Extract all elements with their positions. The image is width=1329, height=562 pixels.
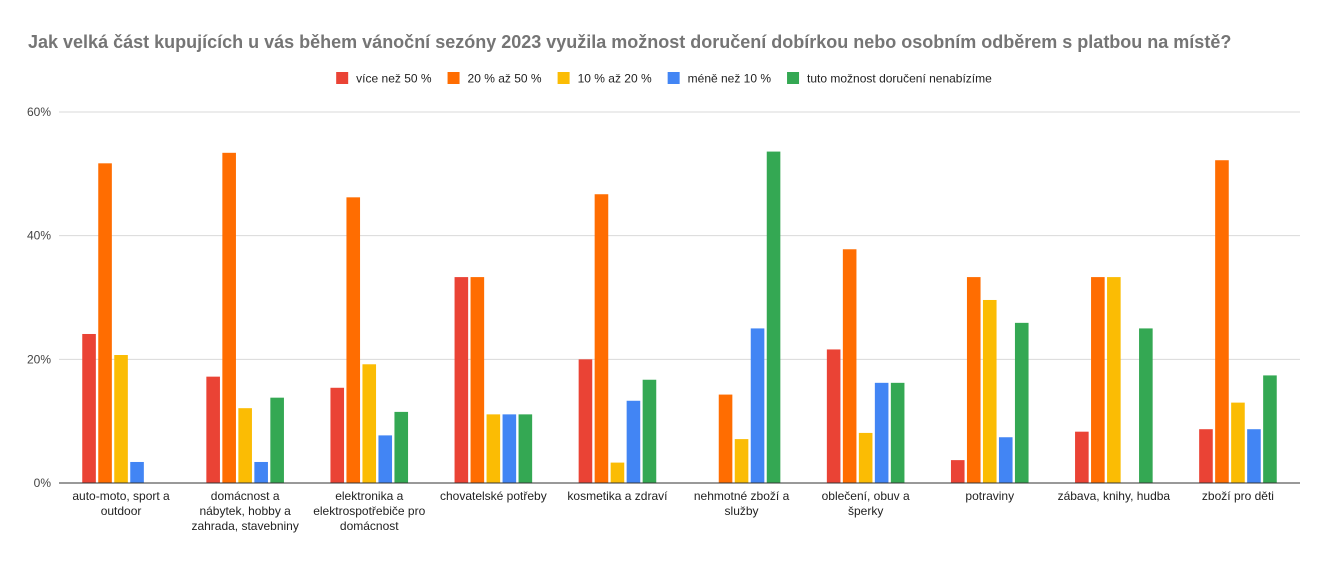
- x-tick-label: elektronika a elektrospotřebiče pro domácn…: [313, 489, 425, 533]
- legend-item: méně než 10 %: [667, 72, 772, 86]
- bar: [206, 376, 220, 483]
- bar: [1231, 402, 1245, 483]
- legend-label: 20 % až 50 %: [468, 72, 542, 86]
- y-tick-label: 0%: [34, 476, 52, 490]
- bar: [998, 437, 1013, 483]
- bar: [842, 249, 857, 483]
- bar: [626, 400, 641, 483]
- bar: [966, 277, 981, 483]
- bar: [1107, 277, 1121, 483]
- bar: [874, 382, 889, 483]
- legend-item: 10 % až 20 %: [557, 72, 652, 86]
- x-tick-label: zábava, knihy, hudba: [1058, 489, 1171, 503]
- legend-label: více než 50 %: [356, 72, 432, 86]
- bar: [1263, 375, 1277, 483]
- y-tick-label: 40%: [27, 229, 51, 243]
- bar: [1199, 429, 1213, 483]
- bar: [518, 414, 533, 483]
- bar: [734, 439, 749, 483]
- bar: [454, 277, 469, 483]
- bar: [642, 379, 657, 483]
- bar: [502, 414, 517, 483]
- x-tick-label: oblečení, obuv a šperky: [822, 489, 910, 518]
- legend-swatch: [557, 72, 570, 84]
- x-tick-label: potraviny: [965, 489, 1014, 503]
- bar: [858, 432, 873, 483]
- legend-swatch: [667, 72, 680, 84]
- bar: [330, 387, 345, 483]
- x-tick-label: nehmotné zboží a služby: [694, 489, 790, 518]
- bar: [346, 197, 361, 483]
- bar: [826, 349, 841, 483]
- bar: [114, 355, 128, 483]
- bar: [394, 411, 409, 483]
- bar: [254, 461, 268, 483]
- x-tick-label: domácnost a nábytek, hobby a zahrada, stav…: [191, 489, 298, 533]
- legend-swatch: [336, 72, 349, 84]
- bar: [718, 394, 733, 483]
- bar: [486, 414, 501, 483]
- bar: [270, 397, 284, 483]
- y-tick-label: 20%: [27, 352, 51, 366]
- bars: [82, 151, 1277, 484]
- legend-label: méně než 10 %: [688, 72, 772, 86]
- legend-label: 10 % až 20 %: [578, 72, 652, 86]
- bar: [82, 333, 96, 483]
- chart-title: Jak velká část kupujících u vás během vá…: [28, 32, 1231, 52]
- bar: [1014, 322, 1029, 483]
- legend-label: tuto možnost doručení nenabízíme: [807, 72, 992, 86]
- bar: [378, 435, 393, 483]
- y-tick-label: 60%: [27, 105, 51, 119]
- bar: [238, 408, 252, 483]
- y-axis-ticks: 0% 20% 40% 60%: [27, 105, 51, 490]
- bar: [470, 277, 485, 483]
- legend-item: tuto možnost doručení nenabízíme: [787, 72, 992, 86]
- bar: [1091, 277, 1105, 483]
- legend-item: více než 50 %: [336, 72, 432, 86]
- legend: více než 50 % 20 % až 50 % 10 % až 20 % mén…: [336, 72, 992, 86]
- legend-item: 20 % až 50 %: [447, 72, 542, 86]
- bar: [98, 163, 112, 484]
- bar: [222, 152, 236, 483]
- bar: [594, 194, 609, 483]
- bar: [750, 328, 765, 483]
- bar: [130, 461, 144, 483]
- x-tick-label: zboží pro děti: [1202, 489, 1274, 503]
- bar: [1139, 328, 1153, 483]
- bar: [578, 359, 593, 483]
- bar: [950, 460, 965, 483]
- bar: [890, 382, 905, 483]
- bar: [610, 462, 625, 483]
- x-tick-label: auto-moto, sport a outdoor: [72, 489, 170, 518]
- bar: [766, 151, 781, 483]
- legend-swatch: [787, 72, 800, 84]
- bar: [1247, 429, 1261, 483]
- bar: [982, 299, 997, 483]
- x-tick-label: kosmetika a zdraví: [567, 489, 668, 503]
- x-axis-labels: auto-moto, sport a outdoor domácnost a náby…: [72, 489, 1274, 533]
- x-tick-label: chovatelské potřeby: [440, 489, 547, 503]
- legend-swatch: [447, 72, 460, 84]
- bar: [1075, 431, 1089, 483]
- bar: [1215, 160, 1229, 484]
- bar: [362, 364, 377, 483]
